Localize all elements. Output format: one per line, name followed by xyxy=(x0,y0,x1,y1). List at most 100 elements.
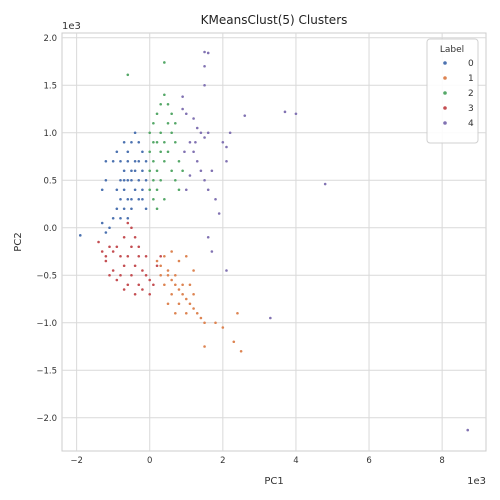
data-point-series-4 xyxy=(194,140,197,144)
data-point-series-4 xyxy=(188,174,192,177)
data-point-series-0 xyxy=(133,131,137,135)
legend-marker xyxy=(443,61,447,65)
data-point-series-1 xyxy=(181,292,184,296)
y-tick-label: 2.0 xyxy=(43,34,57,44)
data-point-series-4 xyxy=(210,250,214,253)
data-point-series-2 xyxy=(170,131,173,135)
data-point-series-4 xyxy=(323,182,327,186)
data-point-series-4 xyxy=(195,126,199,130)
data-point-series-2 xyxy=(174,178,177,182)
data-point-series-2 xyxy=(177,188,181,192)
data-point-series-3 xyxy=(148,292,152,296)
data-point-series-2 xyxy=(126,73,130,77)
y-tick-label: −0.5 xyxy=(36,271,57,281)
x-tick-label: 0 xyxy=(147,456,152,466)
data-point-series-0 xyxy=(133,169,137,173)
data-point-series-0 xyxy=(130,207,133,211)
x-tick-label: −2 xyxy=(70,456,83,466)
data-points xyxy=(78,50,470,432)
data-point-series-3 xyxy=(144,254,148,258)
data-point-series-2 xyxy=(155,207,159,211)
data-point-series-0 xyxy=(100,188,104,192)
data-point-series-0 xyxy=(144,159,148,163)
data-point-series-2 xyxy=(148,150,152,154)
legend-marker xyxy=(443,106,447,110)
data-point-series-0 xyxy=(100,221,104,225)
data-point-series-0 xyxy=(133,159,137,163)
data-point-series-4 xyxy=(192,150,195,154)
data-point-series-1 xyxy=(174,311,177,315)
data-point-series-0 xyxy=(111,216,115,220)
data-point-series-2 xyxy=(174,140,177,144)
data-point-series-0 xyxy=(122,140,126,144)
data-point-series-4 xyxy=(203,178,206,182)
legend-marker xyxy=(443,121,447,125)
data-point-series-1 xyxy=(184,254,188,258)
data-point-series-1 xyxy=(181,283,184,287)
data-point-series-0 xyxy=(133,188,137,192)
data-point-series-1 xyxy=(159,264,162,268)
data-point-series-3 xyxy=(108,245,111,249)
data-point-series-0 xyxy=(126,159,130,163)
data-point-series-0 xyxy=(130,169,133,173)
data-point-series-0 xyxy=(115,207,119,211)
data-point-series-3 xyxy=(126,283,130,287)
data-point-series-2 xyxy=(155,140,159,144)
y-axis-ticks: −2.0 −1.5 −1.0 −0.5 0.0 0.5 1.0 1.5 2.0 xyxy=(36,34,57,424)
data-point-series-1 xyxy=(177,302,181,306)
data-point-series-0 xyxy=(122,188,126,192)
data-point-series-0 xyxy=(130,178,133,182)
data-point-series-4 xyxy=(199,131,203,135)
data-point-series-3 xyxy=(104,254,108,258)
legend-entry-label: 2 xyxy=(468,89,474,99)
data-point-series-1 xyxy=(188,283,192,287)
data-point-series-4 xyxy=(283,110,287,114)
data-point-series-0 xyxy=(141,169,144,173)
data-point-series-2 xyxy=(159,150,162,154)
data-point-series-2 xyxy=(163,140,166,144)
legend-entry-label: 4 xyxy=(468,119,474,129)
data-point-series-1 xyxy=(232,340,236,344)
data-point-series-1 xyxy=(203,321,206,325)
data-point-series-4 xyxy=(203,83,206,87)
data-point-series-0 xyxy=(144,178,148,182)
data-point-series-0 xyxy=(137,178,141,182)
data-point-series-3 xyxy=(108,273,111,277)
x-tick-label: 8 xyxy=(439,456,444,466)
data-point-series-3 xyxy=(137,283,141,287)
data-point-series-0 xyxy=(111,159,115,163)
data-point-series-2 xyxy=(163,61,166,64)
data-point-series-4 xyxy=(184,112,188,116)
data-point-series-4 xyxy=(203,50,206,54)
data-point-series-3 xyxy=(97,240,100,244)
data-point-series-2 xyxy=(163,159,166,163)
data-point-series-2 xyxy=(152,121,155,125)
data-point-series-2 xyxy=(166,121,170,125)
data-point-series-1 xyxy=(214,321,217,325)
data-point-series-2 xyxy=(152,197,155,201)
y-tick-label: 0.5 xyxy=(43,176,57,186)
data-point-series-2 xyxy=(152,140,155,144)
data-point-series-4 xyxy=(206,235,210,239)
data-point-series-4 xyxy=(192,117,195,120)
data-point-series-2 xyxy=(152,178,155,182)
data-point-series-4 xyxy=(181,107,184,111)
data-point-series-4 xyxy=(181,95,184,98)
plot-background xyxy=(61,32,487,452)
data-point-series-4 xyxy=(206,131,210,135)
y-tick-label: −2.0 xyxy=(36,414,57,424)
data-point-series-3 xyxy=(137,254,141,258)
data-point-series-4 xyxy=(243,114,247,117)
data-point-series-4 xyxy=(228,131,232,135)
data-point-series-1 xyxy=(155,259,159,263)
data-point-series-3 xyxy=(122,235,126,239)
data-point-series-1 xyxy=(184,311,188,315)
data-point-series-3 xyxy=(130,245,133,249)
data-point-series-3 xyxy=(141,288,144,291)
data-point-series-2 xyxy=(148,169,152,173)
data-point-series-1 xyxy=(203,345,206,348)
data-point-series-0 xyxy=(115,188,119,192)
data-point-series-2 xyxy=(159,102,162,106)
data-point-series-0 xyxy=(130,197,133,201)
